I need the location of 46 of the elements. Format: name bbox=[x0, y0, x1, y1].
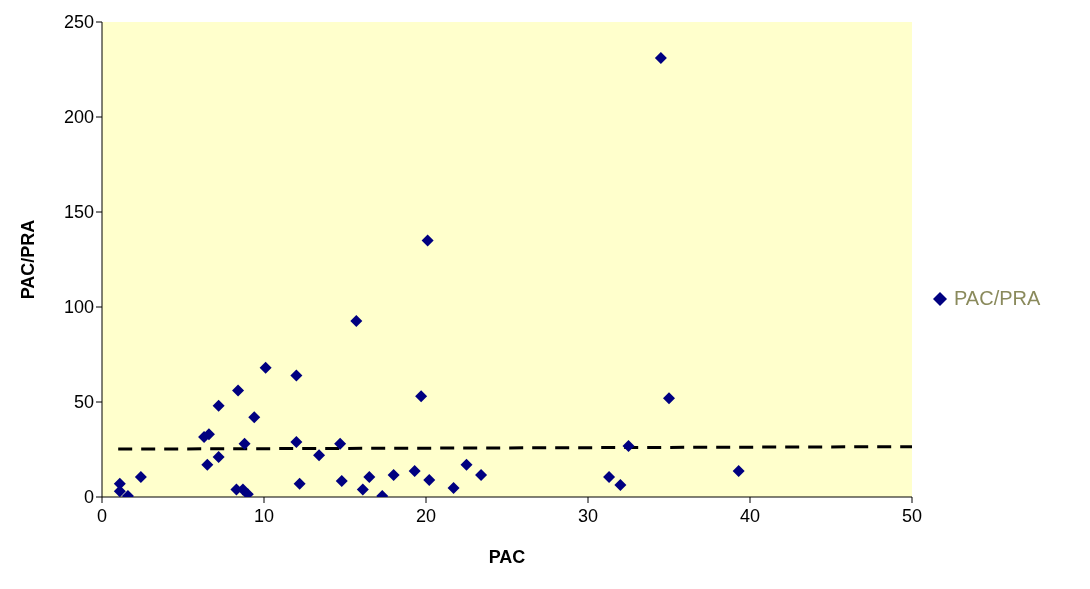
point bbox=[335, 475, 348, 488]
point bbox=[290, 369, 303, 382]
point bbox=[313, 449, 326, 462]
x-tick-label: 20 bbox=[415, 505, 437, 526]
point bbox=[232, 384, 245, 397]
point bbox=[603, 471, 616, 484]
point bbox=[363, 471, 376, 484]
y-tick-label: 100 bbox=[63, 297, 94, 318]
y-tick-label: 250 bbox=[63, 12, 94, 33]
point bbox=[356, 483, 369, 496]
point bbox=[622, 440, 635, 453]
point bbox=[447, 482, 460, 495]
point bbox=[238, 437, 251, 450]
point bbox=[663, 392, 675, 405]
point bbox=[212, 399, 225, 412]
point bbox=[334, 437, 347, 450]
legend-label: PAC/PRA bbox=[954, 287, 1041, 310]
x-tick-label: 0 bbox=[96, 505, 108, 526]
y-tick-label: 50 bbox=[73, 392, 94, 413]
x-tick-label: 10 bbox=[253, 505, 275, 526]
y-axis-title: PAC/PRA bbox=[18, 219, 39, 300]
point bbox=[134, 471, 147, 484]
y-tick-label: 0 bbox=[83, 487, 94, 508]
point bbox=[201, 458, 214, 471]
point bbox=[387, 468, 400, 481]
point bbox=[732, 464, 745, 477]
point bbox=[421, 234, 434, 247]
y-tick-label: 150 bbox=[63, 202, 94, 223]
point bbox=[415, 390, 428, 403]
point bbox=[293, 477, 306, 490]
point bbox=[408, 464, 421, 477]
point bbox=[614, 479, 627, 492]
point bbox=[350, 315, 363, 328]
point bbox=[460, 458, 473, 471]
y-tick-label: 200 bbox=[63, 107, 94, 128]
point bbox=[423, 473, 436, 486]
point bbox=[290, 435, 303, 448]
x-tick-label: 30 bbox=[577, 505, 599, 526]
point bbox=[654, 52, 667, 65]
x-tick-label: 50 bbox=[901, 505, 923, 526]
x-axis-title: PAC bbox=[488, 547, 526, 567]
point bbox=[248, 411, 261, 424]
point bbox=[259, 361, 272, 374]
point bbox=[475, 468, 488, 481]
point bbox=[212, 451, 225, 464]
x-tick-label: 40 bbox=[739, 505, 761, 526]
